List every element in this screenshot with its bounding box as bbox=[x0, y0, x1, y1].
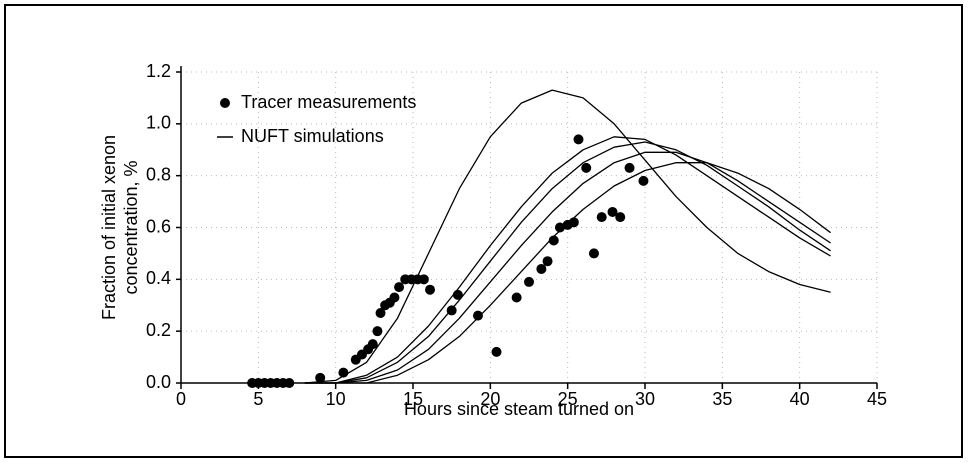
data-point bbox=[315, 372, 326, 383]
data-point bbox=[615, 212, 626, 223]
simulation-line bbox=[304, 136, 831, 384]
simulation-line bbox=[304, 141, 831, 384]
simulation-line bbox=[304, 151, 831, 384]
x-tick-label: 20 bbox=[480, 389, 500, 409]
y-tick-label: 0.2 bbox=[146, 320, 171, 340]
data-point bbox=[394, 282, 405, 293]
simulation-line bbox=[304, 89, 831, 384]
data-point bbox=[425, 284, 436, 295]
x-tick-label: 10 bbox=[326, 389, 346, 409]
data-point bbox=[588, 248, 599, 259]
data-point bbox=[548, 235, 559, 246]
data-point bbox=[554, 222, 565, 233]
data-point bbox=[472, 310, 483, 321]
data-point bbox=[418, 274, 429, 285]
x-tick-label: 45 bbox=[867, 389, 887, 409]
x-axis-label: Hours since steam turned on bbox=[404, 399, 634, 419]
legend-marker bbox=[220, 98, 230, 108]
data-point bbox=[624, 162, 635, 173]
simulation-line bbox=[304, 162, 831, 384]
y-tick-label: 0.8 bbox=[146, 164, 171, 184]
data-point bbox=[372, 326, 383, 337]
data-point bbox=[596, 212, 607, 223]
data-point bbox=[284, 378, 295, 388]
data-point bbox=[524, 276, 534, 287]
y-tick-label: 0.6 bbox=[146, 216, 171, 236]
x-tick-label: 35 bbox=[712, 389, 732, 409]
y-tick-label: 1.0 bbox=[146, 113, 171, 133]
y-tick-label: 1.2 bbox=[146, 61, 171, 81]
x-tick-label: 0 bbox=[176, 389, 186, 409]
y-tick-label: 0.0 bbox=[146, 372, 171, 392]
x-tick-label: 5 bbox=[253, 389, 263, 409]
data-point bbox=[573, 134, 584, 145]
frame bbox=[4, 4, 963, 458]
x-tick-label: 25 bbox=[558, 389, 578, 409]
data-point bbox=[375, 308, 386, 319]
x-tick-label: 30 bbox=[635, 389, 655, 409]
data-point bbox=[536, 263, 547, 274]
data-point bbox=[491, 346, 502, 357]
data-point bbox=[568, 217, 579, 228]
data-point bbox=[607, 206, 618, 217]
data-point bbox=[638, 175, 649, 186]
y-axis-label: Fraction of initial xenon bbox=[99, 135, 119, 320]
y-tick-label: 0.4 bbox=[146, 268, 171, 288]
data-point bbox=[511, 292, 522, 303]
data-point bbox=[367, 339, 378, 350]
x-tick-label: 40 bbox=[790, 389, 810, 409]
data-point bbox=[581, 162, 592, 173]
legend-label: NUFT simulations bbox=[241, 126, 384, 146]
x-tick-label: 15 bbox=[403, 389, 423, 409]
legend-label: Tracer measurements bbox=[241, 92, 416, 112]
y-axis-label: concentration, % bbox=[121, 160, 141, 294]
data-point bbox=[389, 292, 400, 303]
data-point bbox=[542, 256, 553, 267]
